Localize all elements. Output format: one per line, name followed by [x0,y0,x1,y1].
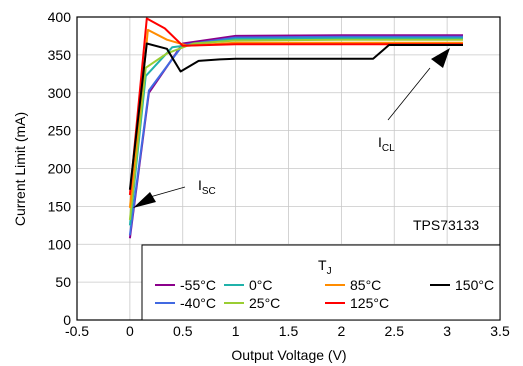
legend-label: 85°C [350,277,381,293]
svg-text:ISC: ISC [198,177,216,197]
y-axis-label: Current Limit (mA) [12,112,28,226]
x-tick-label: 3 [443,323,451,339]
icl-subscript: CL [382,143,395,154]
x-tick-label: 2.5 [385,323,405,339]
x-tick-label: 0 [126,323,134,339]
series-line-85C [128,28,463,209]
y-tick-label: 350 [48,47,72,63]
legend-label: 150°C [455,277,494,293]
grid-lines [77,17,500,320]
y-tick-label: 150 [48,198,72,214]
series-line--55C [128,34,463,239]
legend-title-subscript: J [327,266,332,277]
y-tick-label: 300 [48,85,72,101]
y-tick-label: 50 [55,274,71,290]
series-line-0C [128,37,463,226]
svg-text:TJ: TJ [318,257,332,277]
x-tick-label: -0.5 [65,323,89,339]
legend: TJ -55°C 0°C 85°C 150°C -40°C 25°C 125°C [141,244,501,321]
y-tick-label: 0 [63,312,71,328]
isc-subscript: SC [202,186,216,197]
y-tick-label: 200 [48,161,72,177]
legend-label: 25°C [249,295,280,311]
svg-text:ICL: ICL [378,134,395,154]
x-axis-label: Output Voltage (V) [231,347,346,363]
series-line--40C [128,35,463,236]
x-tick-label: 1.5 [279,323,299,339]
isc-label: I [198,177,202,193]
y-tick-label: 250 [48,123,72,139]
series-lines [128,17,463,239]
axis-ticks: -0.5 0 0.5 1 1.5 2 2.5 3 3.505010015020025030035… [48,9,510,339]
legend-label: -55°C [180,277,216,293]
x-tick-label: 1 [232,323,240,339]
y-tick-label: 100 [48,236,72,252]
series-line-25C [128,38,463,221]
x-tick-label: 2 [337,323,345,339]
y-tick-label: 400 [48,9,72,25]
part-number-label: TPS73133 [413,217,479,233]
legend-title: T [318,257,327,273]
legend-box [141,244,501,321]
legend-label: 0°C [249,277,273,293]
x-tick-label: 0.5 [173,323,193,339]
icl-label: I [378,134,382,150]
legend-label: 125°C [350,295,389,311]
x-tick-label: 3.5 [490,323,510,339]
icl-annotation: ICL [378,48,450,154]
legend-label: -40°C [180,295,216,311]
series-line-125C [128,17,463,196]
series-line-150C [128,42,463,190]
isc-annotation: ISC [133,177,216,208]
